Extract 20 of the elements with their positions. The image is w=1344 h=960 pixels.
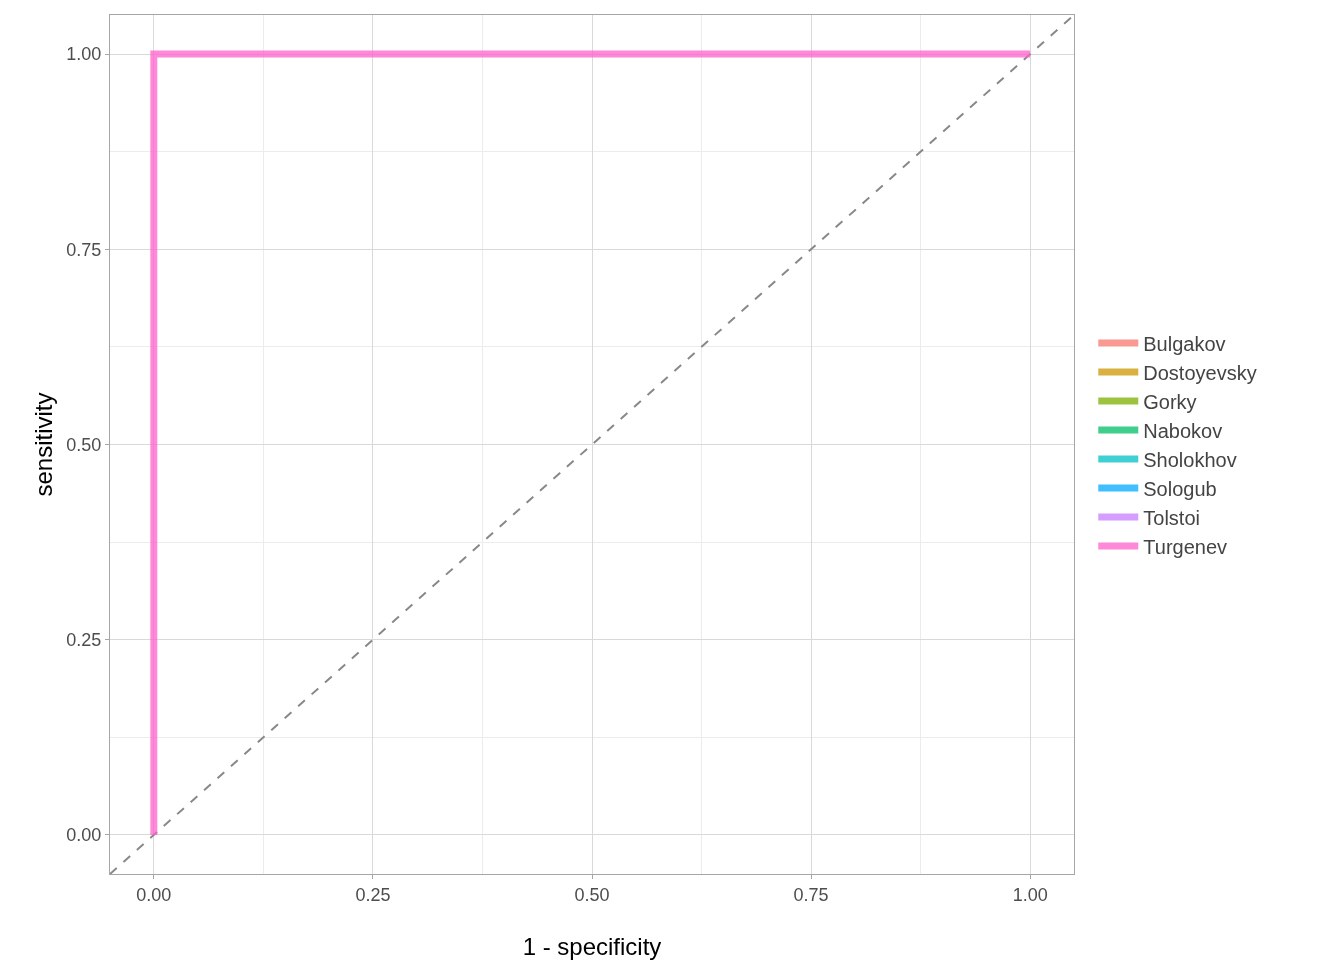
y-tick-label: 0.00	[66, 825, 102, 846]
y-axis-title: sensitivity	[30, 392, 57, 497]
x-axis-title: 1 - specificity	[522, 933, 662, 960]
y-tick-label: 0.25	[66, 630, 102, 651]
legend-label: Tolstoi	[1143, 506, 1200, 529]
legend-label: Sologub	[1143, 477, 1217, 500]
y-tick-label: 0.75	[66, 239, 102, 260]
y-tick-label: 0.50	[66, 434, 102, 455]
x-tick-label: 0.50	[574, 884, 610, 905]
legend-label: Bulgakov	[1143, 332, 1226, 355]
legend-label: Sholokhov	[1143, 448, 1237, 471]
x-tick-label: 0.75	[793, 884, 829, 905]
legend-label: Nabokov	[1143, 419, 1223, 442]
x-tick-label: 0.25	[355, 884, 391, 905]
x-tick-label: 1.00	[1012, 884, 1048, 905]
y-tick-label: 1.00	[66, 44, 102, 65]
x-tick-label: 0.00	[136, 884, 172, 905]
legend-label: Gorky	[1143, 390, 1197, 413]
legend-label: Turgenev	[1143, 535, 1228, 558]
legend-label: Dostoyevsky	[1143, 361, 1257, 384]
